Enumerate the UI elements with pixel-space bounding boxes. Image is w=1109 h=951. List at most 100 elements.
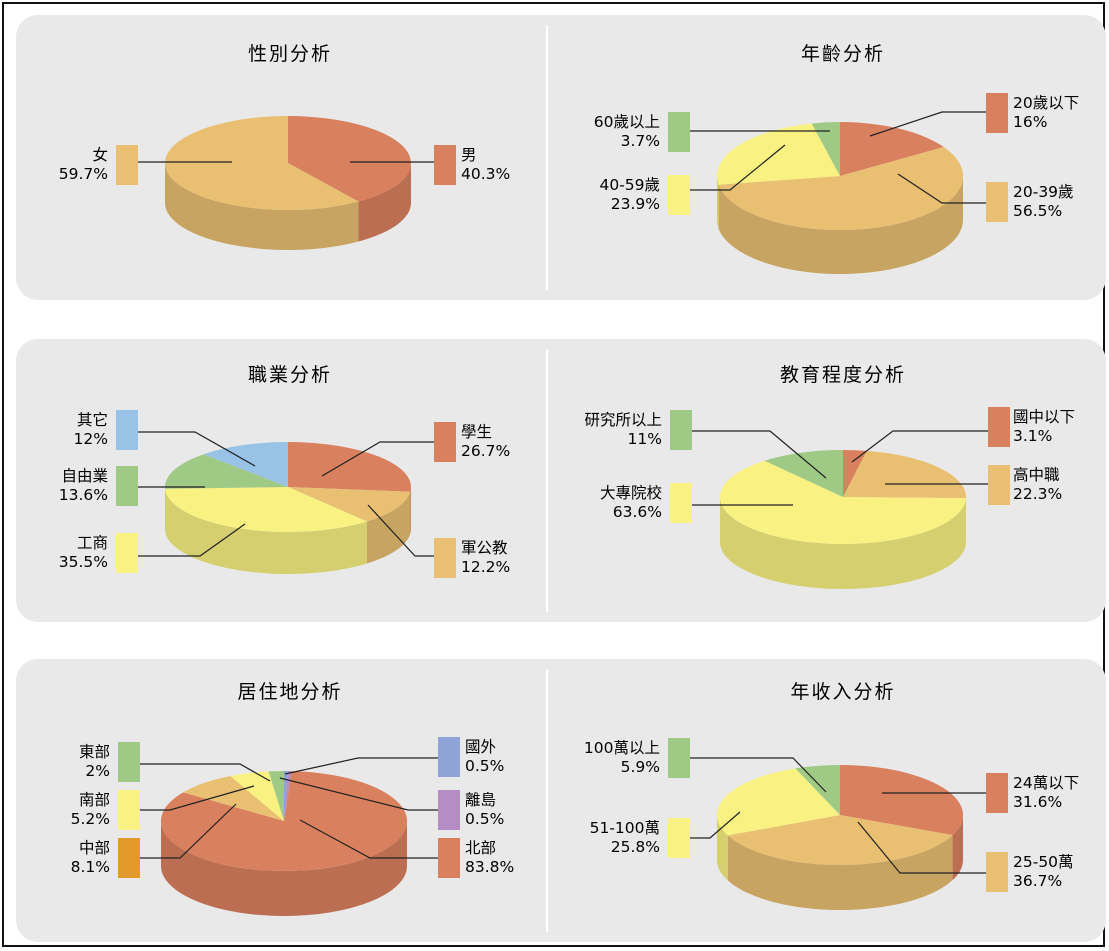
legend-swatch [434,145,456,185]
value-label: 3.1% [1013,427,1052,445]
value-label: 12% [74,430,108,448]
legend-item-男: 男40.3% [350,145,510,185]
leader-line [284,757,438,775]
value-label: 16% [1013,113,1047,131]
pie-slice-20歲以下 [840,122,944,176]
legend-swatch [438,790,460,830]
pie-side-20-39歲 [718,176,963,274]
pie-slice-100萬以上 [795,764,840,815]
pie-side-25-50萬 [727,835,953,910]
panel-divider-2 [546,349,548,612]
pie-slice-高中職 [843,450,967,499]
leader-line [851,430,988,463]
value-label: 31.6% [1013,793,1062,811]
value-label: 5.9% [621,758,660,776]
value-label: 59.7% [59,165,108,183]
category-label: 20-39歲 [1013,183,1074,201]
category-label: 51-100萬 [590,819,660,837]
pie-slice-24萬以下 [840,765,963,836]
category-label: 40-59歲 [599,176,660,194]
legend-swatch [118,838,140,878]
value-label: 40.3% [461,165,510,183]
leader-line [857,821,986,874]
pie-side-大專院校 [719,497,966,590]
value-label: 12.2% [461,558,510,576]
legend-item-女: 女59.7% [59,145,232,185]
legend-swatch [986,93,1008,133]
leader-line [140,803,237,859]
pie-side-學生 [410,487,411,534]
category-label: 女 [92,145,108,164]
leader-line [140,785,255,811]
pie-top [717,122,963,231]
value-label: 22.3% [1013,485,1062,503]
leader-line [138,431,256,467]
legend-swatch [116,145,138,185]
pie-side-walls [719,497,966,590]
category-label: 24萬以下 [1013,774,1079,792]
chart-title: 年收入分析 [790,681,895,703]
value-label: 2% [85,762,110,780]
legend-swatch [116,410,138,450]
pie-slice-中部 [183,776,284,821]
chart-title: 教育程度分析 [780,364,906,386]
value-label: 36.7% [1013,872,1062,890]
legend-swatch [988,465,1010,505]
category-label: 離島 [465,791,496,809]
pie-slice-北部 [161,771,408,871]
pie-slice-51-100萬 [717,768,840,836]
value-label: 26.7% [461,442,510,460]
legend-swatch [118,742,140,782]
category-label: 工商 [77,534,108,552]
chart-title: 年齡分析 [801,43,885,65]
value-label: 83.8% [465,858,514,876]
legend-swatch [668,112,690,152]
category-label: 20歲以下 [1013,94,1079,112]
leader-line [897,173,986,204]
pie-slice-40-59歲 [717,123,840,185]
value-label: 0.5% [465,757,504,775]
category-label: 中部 [79,839,110,857]
legend-item-國外: 國外0.5% [284,737,504,777]
value-label: 13.6% [59,486,108,504]
category-label: 其它 [77,411,108,429]
legend-swatch [438,838,460,878]
legend-swatch [118,790,140,830]
pie-side-walls [717,176,963,274]
category-label: 25-50萬 [1013,853,1074,871]
category-label: 軍公教 [461,539,508,557]
legend-swatch [670,410,692,450]
legend-swatch [668,818,690,858]
legend-swatch [434,538,456,578]
pie-slice-大專院校 [719,460,966,545]
leader-line [690,757,827,793]
value-label: 0.5% [465,810,504,828]
leader-line [321,441,434,477]
category-label: 100萬以上 [584,739,660,757]
legend-swatch [668,175,690,215]
leader-line [279,777,438,811]
legend-item-離島: 離島0.5% [279,777,504,830]
pie-side-40-59歲 [717,176,719,229]
category-label: 國中以下 [1013,408,1075,426]
chart-title: 性別分析 [248,43,332,65]
legend-item-中部: 中部8.1% [71,803,237,878]
category-label: 男 [461,146,477,164]
pie-slice-學生 [288,442,412,492]
